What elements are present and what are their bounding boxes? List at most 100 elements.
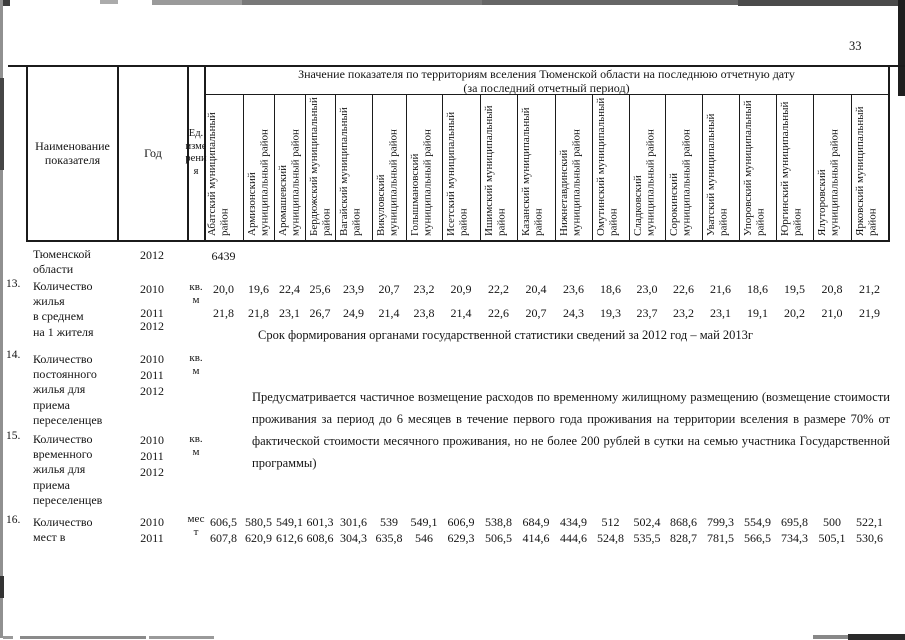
value-cell: 538,8 [485, 515, 512, 529]
header-year-col: Год [119, 66, 187, 240]
value-cell: 23,1 [279, 306, 300, 320]
value-cell: 21,0 [821, 306, 843, 320]
row-unit: кв. м [189, 433, 203, 458]
value-cell: 23,9 [343, 282, 364, 296]
value-cell: 566,5 [744, 531, 771, 545]
district-header-cell: Сладковский муниципальный район [629, 95, 665, 240]
district-name: Аромашевский муниципальный район [277, 129, 302, 236]
table-top-border [8, 65, 905, 67]
value-cell: 612,6 [276, 531, 303, 545]
scan-artifact [152, 0, 242, 5]
district-name: Вагайский муниципальный район [338, 107, 363, 236]
value-cell: 684,9 [522, 515, 550, 529]
value-cell: 620,9 [245, 531, 272, 545]
value-cell: 695,8 [781, 515, 808, 529]
district-header-cell: Бердюжский муниципальный район [305, 95, 335, 240]
value-cell: 20,9 [450, 282, 472, 296]
value-cell: 444,6 [560, 531, 587, 545]
value-cell: 868,6 [670, 515, 697, 529]
row-number: 14. [6, 349, 21, 361]
note-statistics-2012: Срок формирования органами государственн… [258, 328, 754, 342]
value-cell: 23,6 [563, 282, 584, 296]
district-name: Абатский муниципальный район [206, 112, 231, 236]
scan-artifact [0, 0, 10, 6]
district-header-cell: Казанский муниципальный район [517, 95, 555, 240]
value-cell: 23,0 [636, 282, 658, 296]
row-values-2010: 20,0 19,6 22,4 25,6 23,9 20,7 23,2 20,9 22,2 20,4… [204, 282, 888, 297]
district-header-cell: Вагайский муниципальный район [335, 95, 372, 240]
value-cell: 21,2 [859, 282, 880, 296]
district-header-cell: Армизонский муниципальный район [243, 95, 274, 240]
header-year-col-label: Год [144, 146, 162, 160]
row-label: Количество жилья в среднем на 1 жителя [33, 279, 94, 339]
value-cell: 524,8 [597, 531, 624, 545]
district-name: Викуловский муниципальный район [375, 129, 400, 236]
value-cell: 535,5 [633, 531, 661, 545]
row-label: Количество временного жилья для приема п… [33, 432, 103, 507]
row-year: 2010 [140, 433, 164, 447]
values-title-cell: Значение показателя по территориям вселе… [205, 66, 888, 94]
value-cell: 19,6 [248, 282, 269, 296]
header-name-col-label: Наименование показателя [35, 139, 110, 167]
value-cell: 20,2 [784, 306, 805, 320]
district-name: Сладковский муниципальный район [632, 129, 657, 236]
value-cell: 18,6 [600, 282, 621, 296]
district-header-cell: Ярковский муниципальный район [851, 95, 888, 240]
value-cell: 607,8 [210, 531, 237, 545]
district-name: Уватский муниципальный район [705, 113, 730, 236]
district-name: Юргинский муниципальный район [779, 101, 804, 236]
value-cell: 434,9 [560, 515, 587, 529]
district-name: Сорокинский муниципальный район [668, 129, 693, 236]
scan-artifact [813, 635, 848, 639]
value-cell: 21,4 [378, 306, 400, 320]
col-divider-districts [204, 65, 206, 241]
value-cell: 580,5 [245, 515, 272, 529]
value-cell: 506,5 [485, 531, 512, 545]
value-cell: 25,6 [309, 282, 331, 296]
value-cell: 23,2 [413, 282, 435, 296]
note-temporary-housing: Предусматривается частичное возмещение р… [252, 390, 890, 470]
col-divider-year [117, 65, 119, 241]
row-year: 2010 [140, 282, 164, 296]
value-cell: 24,3 [563, 306, 584, 320]
district-name: Нижнетавдинский муниципальный район [558, 129, 583, 236]
value-cell: 18,6 [747, 282, 768, 296]
row-year: 2012 [140, 319, 164, 333]
scan-artifact [3, 636, 13, 639]
value-cell: 23,8 [413, 306, 435, 320]
values-title-bottom-border [205, 93, 888, 95]
scan-artifact [738, 0, 905, 6]
scan-artifact [482, 0, 738, 5]
district-header-cell: Омутинский муниципальный район [592, 95, 629, 240]
district-header-cell: Ялуторовский муниципальный район [813, 95, 851, 240]
col-divider-unit [187, 65, 189, 241]
value-cell: 601,3 [306, 515, 334, 529]
district-header-cell: Ишимский муниципальный район [480, 95, 517, 240]
value-cell: 23,2 [673, 306, 694, 320]
row-values-2011: 607,8 620,9 612,6 608,6 304,3 635,8 546 629,3 50… [204, 531, 888, 546]
district-name: Омутинский муниципальный район [595, 97, 620, 236]
district-header-row: Абатский муниципальный район Армизонский … [204, 95, 888, 240]
value-cell: 23,7 [636, 306, 658, 320]
header-name-col: Наименование показателя [28, 66, 117, 240]
value-cell: 19,1 [747, 306, 768, 320]
value-cell: 539 [380, 515, 398, 529]
district-header-cell: Голышмановский муниципальный район [406, 95, 442, 240]
value-cell: 21,9 [859, 306, 880, 320]
row-year: 2011 [140, 531, 164, 545]
value-cell: 20,0 [213, 282, 234, 296]
district-header-cell: Юргинский муниципальный район [776, 95, 813, 240]
table-right-border [888, 65, 890, 241]
row-year: 2010 [140, 515, 164, 529]
value-cell: 21,4 [450, 306, 472, 320]
value-cell: 22,6 [488, 306, 509, 320]
header-unit-col-label: Ед. измерения [185, 128, 207, 177]
row-number: 15. [6, 430, 21, 442]
value-cell: 20,7 [378, 282, 400, 296]
value-cell: 6439 [211, 249, 236, 263]
district-name: Ишимский муниципальный район [483, 105, 508, 236]
value-cell: 530,6 [856, 531, 883, 545]
district-header-cell: Уватский муниципальный район [702, 95, 739, 240]
value-cell: 606,9 [447, 515, 475, 529]
value-cell: 799,3 [707, 515, 734, 529]
